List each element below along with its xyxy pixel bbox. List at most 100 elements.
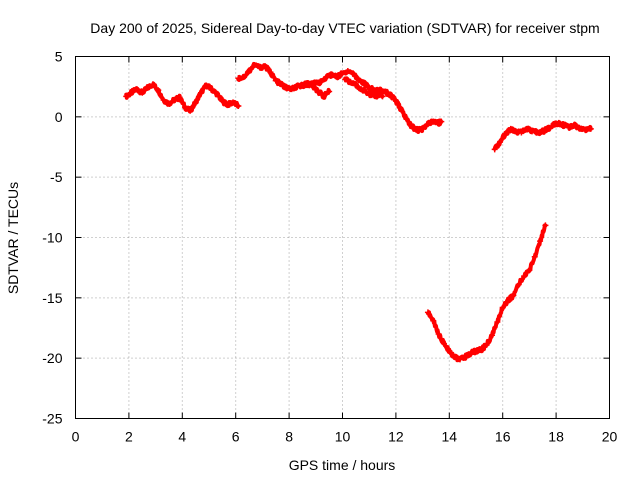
data-point [230, 99, 237, 106]
data-point [328, 71, 335, 78]
y-tick-label: -10 [42, 230, 62, 246]
data-point [149, 81, 156, 88]
data-point [192, 99, 199, 106]
tick-labels-layer: 0 2 4 6 8 10 12 14 16 18 20 5 0 -5 -10 -15 -20 -25 [42, 49, 617, 445]
data-point [582, 127, 589, 134]
chart-title: Day 200 of 2025, Sidereal Day-to-day VTE… [90, 20, 599, 36]
data-point [526, 267, 533, 274]
y-tick-label: -25 [42, 411, 62, 427]
data-point [430, 317, 437, 324]
x-tick-label: 4 [178, 429, 186, 445]
data-point [435, 331, 442, 338]
data-point [513, 128, 520, 135]
data-point [456, 356, 463, 363]
data-point [235, 102, 242, 109]
data-point [347, 78, 354, 85]
data-point [123, 93, 130, 100]
data-point [491, 146, 498, 153]
data-point [342, 76, 349, 83]
data-point [326, 88, 333, 95]
x-tick-label: 6 [232, 429, 240, 445]
data-point [489, 332, 496, 339]
data-point [203, 82, 210, 89]
series-layer [123, 61, 594, 363]
data-point [171, 96, 178, 103]
data-point [350, 70, 357, 77]
data-point [515, 281, 522, 288]
x-tick-label: 14 [442, 429, 458, 445]
data-point [267, 69, 274, 76]
data-point [523, 125, 530, 132]
ticks-layer [75, 56, 610, 419]
data-point [387, 92, 394, 99]
data-point [352, 82, 359, 89]
data-point [155, 87, 162, 94]
data-point [537, 238, 544, 245]
grid-layer [75, 56, 610, 419]
data-point [502, 130, 509, 137]
data-point [430, 118, 437, 125]
data-point [451, 353, 458, 360]
data-point [368, 92, 375, 99]
data-point [344, 67, 351, 74]
data-point [494, 318, 501, 325]
data-point [419, 125, 426, 132]
data-point [440, 340, 447, 347]
data-point [507, 125, 514, 132]
data-point [235, 75, 242, 82]
data-point [571, 122, 578, 129]
data-point [358, 86, 365, 93]
data-point [355, 76, 362, 83]
data-point [382, 88, 389, 95]
data-point [366, 84, 373, 91]
data-point [531, 253, 538, 260]
y-tick-label: 5 [55, 49, 63, 65]
data-point [462, 353, 469, 360]
data-point [256, 64, 263, 71]
data-point [339, 70, 346, 77]
data-point [240, 74, 247, 81]
data-point [587, 125, 594, 132]
data-point [288, 86, 295, 93]
data-point [320, 93, 327, 100]
data-point [478, 346, 485, 353]
data-point [294, 83, 301, 90]
data-point [208, 86, 215, 93]
data-point [521, 273, 528, 280]
y-tick-label: -20 [42, 350, 62, 366]
data-point [181, 104, 188, 111]
x-tick-label: 10 [335, 429, 351, 445]
data-point [360, 80, 367, 87]
data-point [398, 106, 405, 113]
data-point [555, 119, 562, 126]
data-point [144, 84, 151, 91]
data-point [315, 88, 322, 95]
data-point [251, 61, 258, 68]
x-tick-label: 0 [72, 429, 80, 445]
data-point [176, 94, 183, 101]
data-point [187, 107, 194, 114]
x-tick-label: 16 [495, 429, 511, 445]
x-axis-label: GPS time / hours [289, 457, 396, 473]
data-point [499, 304, 506, 311]
data-point [376, 87, 383, 94]
data-point [542, 222, 549, 229]
data-point [374, 93, 381, 100]
y-tick-label: -5 [50, 169, 63, 185]
series-arc-3 [303, 69, 444, 134]
data-point [165, 100, 172, 107]
series-arc-6 [425, 223, 548, 363]
data-point [529, 128, 536, 135]
data-point [224, 101, 231, 108]
data-point [424, 121, 431, 128]
data-point [128, 89, 135, 96]
data-point [473, 347, 479, 354]
data-point [262, 63, 269, 70]
y-axis-label: SDTVAR / TECUs [5, 182, 21, 294]
data-point [414, 127, 421, 134]
data-point [550, 121, 557, 128]
data-point [438, 118, 445, 125]
data-point [197, 89, 204, 96]
x-tick-label: 18 [548, 429, 564, 445]
data-point [566, 124, 573, 131]
